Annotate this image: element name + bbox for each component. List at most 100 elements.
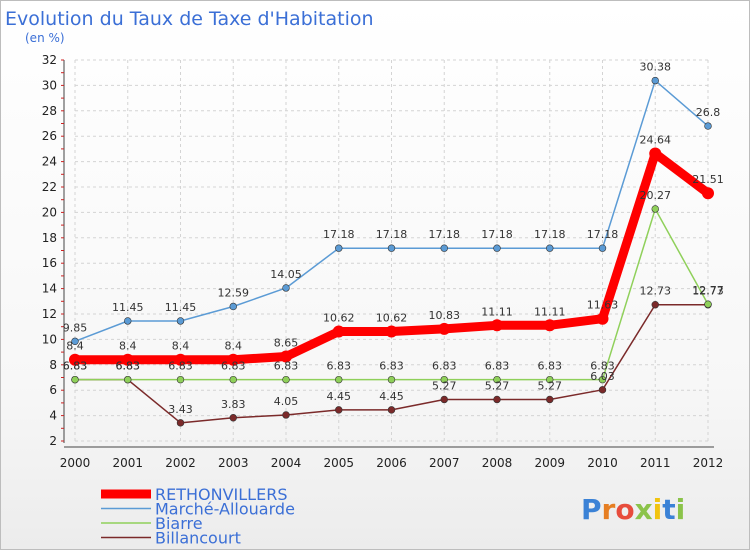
x-tick-label: 2004	[271, 456, 302, 470]
data-point	[546, 395, 554, 404]
data-point	[543, 319, 556, 332]
data-label: 6.83	[327, 360, 352, 373]
data-label: 6.83	[538, 360, 563, 373]
x-tick-label: 2010	[587, 456, 618, 470]
y-tick-label: 8	[49, 358, 57, 372]
data-point	[704, 122, 712, 130]
data-label: 20.27	[640, 189, 672, 202]
data-label: 6.83	[116, 360, 141, 373]
data-point	[229, 375, 237, 384]
legend-label: RETHONVILLERS	[155, 485, 287, 504]
data-label: 5.27	[538, 379, 563, 392]
data-point	[385, 325, 398, 338]
data-label: 12.59	[218, 287, 250, 300]
data-label: 6.83	[590, 360, 615, 373]
x-tick-label: 2002	[165, 456, 196, 470]
data-label: 11.11	[481, 305, 513, 318]
data-label: 4.45	[379, 390, 404, 403]
data-label: 6.83	[116, 360, 141, 373]
x-tick-label: 2000	[60, 456, 91, 470]
data-label: 11.45	[112, 301, 144, 314]
y-tick-label: 10	[42, 332, 57, 346]
x-tick-label: 2005	[323, 456, 354, 470]
chart-subtitle: (en %)	[25, 31, 65, 45]
data-label: 30.38	[640, 61, 672, 74]
data-point	[440, 244, 448, 252]
x-tick-label: 2011	[640, 456, 671, 470]
data-label: 4.05	[274, 395, 299, 408]
data-label: 10.83	[429, 309, 461, 322]
legend-label: Marché-Allouarde	[155, 500, 295, 519]
logo-text: Proxiti	[581, 493, 685, 526]
data-point	[440, 375, 448, 384]
data-point	[438, 322, 451, 335]
data-label: 4.45	[327, 390, 352, 403]
data-point	[440, 395, 448, 404]
data-label: 6.83	[168, 360, 193, 373]
data-point	[651, 76, 659, 85]
chart-title: Evolution du Taux de Taxe d'Habitation	[5, 8, 374, 30]
y-tick-label: 6	[49, 383, 57, 397]
data-point	[493, 244, 501, 252]
data-label: 10.62	[376, 312, 408, 325]
data-point	[229, 414, 237, 422]
data-point	[121, 353, 134, 366]
y-tick-label: 28	[42, 104, 57, 118]
data-label: 6.83	[485, 360, 510, 373]
y-tick-label: 32	[42, 53, 57, 67]
data-label: 6.83	[63, 360, 88, 373]
data-point	[493, 395, 501, 404]
data-labels: 8.4 8.4 8.4 8.4 8.65 10.62 10.62 10.83 11.11 11.1…	[63, 61, 724, 416]
data-point	[227, 353, 240, 366]
data-point	[124, 375, 132, 384]
data-label: 17.18	[376, 228, 408, 241]
data-point	[174, 353, 187, 366]
data-point	[651, 301, 659, 309]
x-tick-label: 2001	[112, 456, 143, 470]
x-tick-label: 2003	[218, 456, 249, 470]
data-label: 6.83	[221, 360, 246, 373]
data-label: 11.63	[587, 299, 619, 312]
data-label: 8.4	[172, 340, 190, 353]
data-point	[176, 419, 185, 427]
data-point	[176, 317, 185, 325]
data-point	[491, 319, 503, 332]
data-label: 12.73	[692, 285, 724, 298]
data-point	[387, 244, 396, 252]
data-point	[493, 375, 501, 384]
data-point	[282, 375, 290, 384]
y-tick-label: 24	[42, 155, 57, 169]
data-point	[704, 300, 712, 308]
y-tick-label: 26	[42, 129, 57, 143]
legend: RETHONVILLERSMarché-AllouardeBiarreBilla…	[101, 485, 295, 548]
y-tick-label: 20	[42, 205, 57, 219]
x-tick-label: 2009	[534, 456, 565, 470]
y-tick-label: 30	[42, 78, 57, 92]
data-label: 8.4	[119, 340, 137, 353]
data-label: 8.65	[274, 337, 299, 350]
proxiti-logo: Proxiti	[581, 493, 685, 526]
data-label: 6.83	[63, 360, 88, 373]
data-label: 12.73	[640, 285, 672, 298]
data-label: 8.4	[225, 340, 243, 353]
data-label: 5.27	[485, 379, 510, 392]
data-point	[649, 147, 662, 160]
data-point	[546, 375, 554, 384]
y-tick-label: 4	[49, 409, 57, 423]
data-point	[71, 375, 79, 384]
data-label: 6.83	[379, 360, 404, 373]
data-label: 11.45	[165, 301, 197, 314]
data-label: 14.05	[270, 268, 302, 281]
data-label: 6.03	[590, 370, 615, 383]
data-label: 10.62	[323, 312, 355, 325]
data-point	[387, 406, 396, 414]
y-tick-label: 22	[42, 180, 57, 194]
data-label: 26.8	[696, 106, 721, 119]
data-label: 17.18	[587, 228, 619, 241]
data-point	[598, 375, 607, 384]
data-label: 3.83	[221, 398, 246, 411]
x-tick-label: 2012	[693, 456, 724, 470]
data-point	[598, 244, 607, 252]
